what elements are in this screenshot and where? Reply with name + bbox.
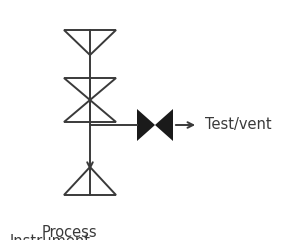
Text: Process: Process [42,225,98,240]
Polygon shape [137,109,155,141]
Text: Test/vent: Test/vent [205,118,272,132]
Polygon shape [155,109,173,141]
Text: Instrument: Instrument [10,234,91,240]
